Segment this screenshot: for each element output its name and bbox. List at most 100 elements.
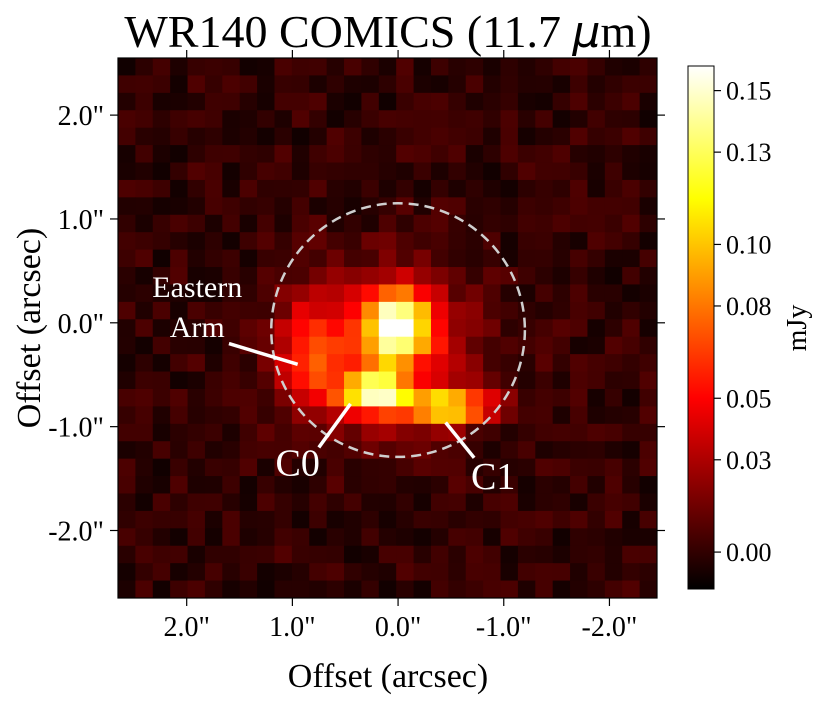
heatmap-cell: [326, 110, 345, 129]
heatmap-cell: [587, 441, 606, 460]
heatmap-cell: [274, 179, 293, 198]
heatmap-cell: [257, 528, 276, 547]
heatmap-cell: [639, 493, 657, 512]
heatmap-cell: [204, 110, 223, 129]
heatmap-cell: [604, 92, 623, 111]
heatmap-cell: [344, 145, 363, 164]
heatmap-cell: [118, 249, 136, 268]
heatmap-cell: [257, 92, 276, 111]
heatmap-cell: [291, 249, 310, 268]
heatmap-cell: [118, 110, 136, 129]
heatmap-cell: [291, 545, 310, 564]
heatmap-cell: [135, 75, 154, 94]
heatmap-cell: [378, 406, 397, 425]
heatmap-cell: [309, 493, 328, 512]
heatmap-cell: [118, 354, 136, 373]
colorbar-axis: 0.00 0.03 0.05 0.08 0.10 0.13 0.15: [714, 77, 772, 567]
heatmap-cell: [152, 110, 171, 129]
heatmap-cell: [535, 423, 554, 442]
heatmap-cell: [135, 92, 154, 111]
heatmap-cell: [587, 127, 606, 146]
heatmap-cell: [326, 197, 345, 216]
heatmap-cell: [465, 267, 484, 286]
heatmap-cell: [326, 127, 345, 146]
heatmap-cell: [291, 563, 310, 582]
heatmap-cell: [291, 214, 310, 233]
heatmap-cell: [170, 145, 189, 164]
heatmap-cell: [309, 284, 328, 303]
heatmap-cell: [604, 493, 623, 512]
heatmap-cell: [500, 528, 519, 547]
heatmap-cell: [309, 580, 328, 598]
heatmap-cell: [187, 179, 206, 198]
heatmap-cell: [257, 476, 276, 495]
heatmap-cell: [378, 423, 397, 442]
heatmap-cell: [430, 284, 449, 303]
heatmap-cell: [222, 214, 241, 233]
heatmap-cell: [274, 127, 293, 146]
heatmap-cell: [344, 197, 363, 216]
heatmap-cell: [344, 354, 363, 373]
heatmap-cell: [413, 179, 432, 198]
heatmap-cell: [274, 476, 293, 495]
heatmap-cell: [361, 110, 380, 129]
heatmap-cell: [552, 284, 571, 303]
heatmap-cell: [622, 563, 641, 582]
heatmap-cell: [396, 423, 415, 442]
heatmap-cell: [448, 458, 467, 477]
heatmap-cell: [622, 493, 641, 512]
heatmap-cell: [639, 388, 657, 407]
heatmap-cell: [448, 493, 467, 512]
heatmap-cell: [535, 371, 554, 390]
heatmap-cell: [552, 406, 571, 425]
heatmap-cell: [239, 458, 258, 477]
heatmap-cell: [274, 580, 293, 598]
heatmap-cell: [222, 301, 241, 320]
heatmap-cell: [517, 127, 536, 146]
heatmap-cell: [622, 267, 641, 286]
heatmap-cell: [274, 528, 293, 547]
x-tick-label: 2.0": [163, 612, 209, 643]
heatmap-cell: [622, 441, 641, 460]
heatmap-cell: [344, 441, 363, 460]
heatmap-cell: [622, 232, 641, 251]
heatmap-cell: [344, 179, 363, 198]
heatmap-cell: [239, 75, 258, 94]
heatmap-cell: [413, 563, 432, 582]
heatmap-cell: [570, 179, 589, 198]
heatmap-cell: [570, 197, 589, 216]
heatmap-cell: [587, 545, 606, 564]
heatmap-cell: [500, 267, 519, 286]
heatmap-cell: [204, 301, 223, 320]
heatmap-cell: [187, 284, 206, 303]
heatmap-cell: [170, 545, 189, 564]
heatmap-cell: [448, 441, 467, 460]
heatmap-cell: [291, 179, 310, 198]
heatmap-cell: [239, 162, 258, 181]
heatmap-cell: [239, 528, 258, 547]
heatmap-cell: [152, 58, 171, 77]
heatmap-cell: [118, 179, 136, 198]
heatmap-cell: [500, 75, 519, 94]
heatmap-cell: [465, 319, 484, 338]
heatmap-cell: [604, 179, 623, 198]
heatmap-cell: [500, 423, 519, 442]
heatmap-cell: [448, 406, 467, 425]
heatmap-cell: [170, 284, 189, 303]
heatmap-cell: [639, 476, 657, 495]
heatmap-cell: [187, 92, 206, 111]
heatmap-cell: [535, 284, 554, 303]
heatmap-cell: [448, 580, 467, 598]
heatmap-cell: [309, 371, 328, 390]
heatmap-cell: [430, 319, 449, 338]
heatmap-cell: [604, 371, 623, 390]
heatmap-cell: [326, 458, 345, 477]
heatmap-cell: [639, 319, 657, 338]
heatmap-cell: [170, 110, 189, 129]
heatmap-cell: [291, 388, 310, 407]
heatmap-cell: [413, 423, 432, 442]
heatmap-cell: [291, 580, 310, 598]
annotation-label: Eastern: [152, 271, 242, 304]
heatmap-cell: [622, 249, 641, 268]
heatmap-cell: [500, 406, 519, 425]
